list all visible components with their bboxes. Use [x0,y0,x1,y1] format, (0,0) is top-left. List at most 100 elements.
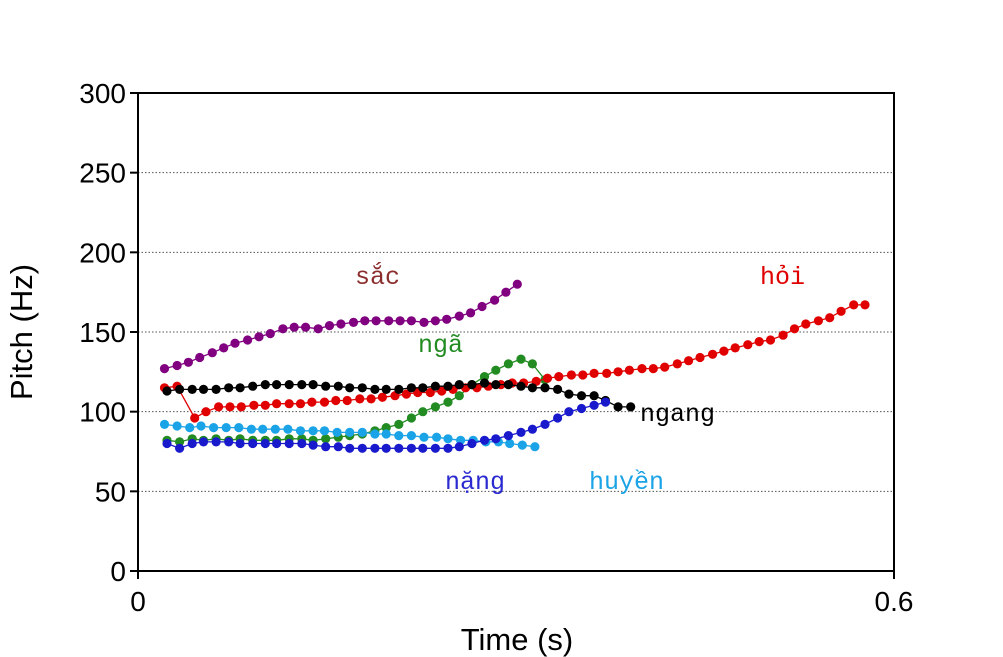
data-point [221,423,231,433]
data-point [248,381,258,391]
x-tick-label: 0 [130,586,146,617]
data-point [308,380,318,390]
data-point [198,437,209,447]
data-point [249,400,259,410]
data-point [467,438,477,449]
data-point [225,402,235,412]
data-point [801,319,811,329]
data-point [430,316,440,326]
data-point [419,432,429,442]
data-point [813,316,824,326]
data-point [207,348,217,358]
data-point [648,364,658,374]
data-point [333,442,343,452]
grid-lines [138,172,894,492]
data-point [308,440,318,450]
data-point [348,317,359,327]
data-point [600,397,611,407]
data-point [566,370,577,380]
data-point [331,395,341,406]
series-label-ngang: ngang [640,400,715,429]
data-point [394,419,404,429]
series-labels: sắc hỏi ngang ngã nặng huyền [355,261,805,497]
data-point [503,431,513,441]
data-point [443,397,453,407]
data-point [297,438,307,449]
data-point [260,380,270,390]
data-point [345,383,355,393]
data-point [554,372,564,382]
data-point [272,399,282,409]
x-axis-title: Time (s) [461,622,574,657]
data-point [190,413,200,423]
data-point [381,443,391,453]
data-point [175,384,185,394]
data-point [159,364,170,374]
data-point [660,362,670,372]
data-point [211,437,221,447]
data-point [162,386,172,396]
data-point [336,319,346,329]
data-point [442,314,452,324]
data-point [295,426,306,436]
data-point [198,384,209,394]
series-label-nga: ngã [418,331,463,360]
data-point [626,402,636,412]
data-point [466,308,476,318]
data-point [613,367,623,377]
data-point [236,402,246,412]
data-point [527,383,538,393]
data-point [211,384,221,394]
y-tick-label: 0 [110,556,126,587]
data-point [765,335,776,345]
data-point [345,443,355,453]
data-point [381,429,391,439]
data-point [505,438,515,449]
data-point [477,301,487,312]
data-point [195,352,205,363]
data-point [479,435,490,445]
series-layer [159,279,870,453]
data-point [540,383,550,393]
series-0 [159,279,522,374]
data-point [394,443,404,453]
data-point [307,397,317,407]
data-point [501,287,511,297]
series-2 [162,378,636,412]
data-point [384,316,394,326]
data-point [313,324,323,334]
data-point [754,337,764,347]
data-point [260,438,270,449]
data-point [479,372,490,382]
data-point [321,434,331,444]
data-point [564,389,574,399]
data-point [430,402,440,412]
y-tick-label: 150 [79,317,126,348]
data-point [540,419,550,429]
data-point [406,383,416,393]
data-point [849,300,859,310]
data-point [419,317,429,327]
data-point [394,431,404,441]
data-point [175,443,185,453]
data-point [512,279,522,289]
data-point [425,387,435,398]
data-point [479,378,490,388]
data-point [542,373,553,383]
data-point [564,407,574,417]
data-point [272,438,282,449]
data-point [270,424,280,434]
data-point [401,389,411,399]
data-point [230,338,240,348]
data-point [553,413,563,423]
data-point [836,306,846,316]
data-point [357,383,367,393]
data-point [254,332,264,342]
y-tick-label: 50 [95,476,126,507]
data-point [576,391,587,401]
data-point [443,443,453,453]
data-point [377,392,387,402]
data-point [613,402,623,412]
data-point [381,423,391,433]
